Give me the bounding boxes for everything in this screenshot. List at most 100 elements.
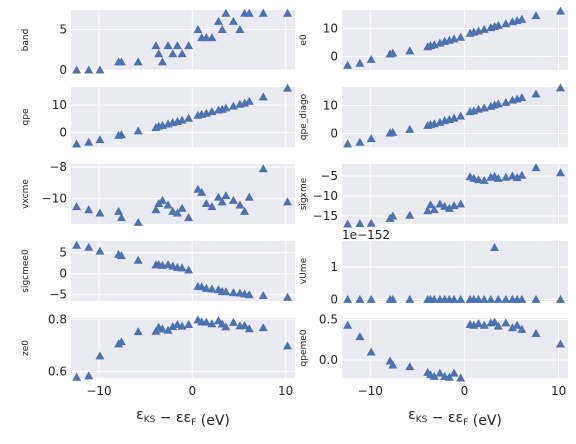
- data-point: [244, 290, 254, 299]
- data-point: [555, 168, 565, 177]
- plot-area: [71, 164, 295, 224]
- data-point: [157, 57, 167, 66]
- y-tick-label: 10: [52, 98, 67, 112]
- data-point: [240, 321, 250, 330]
- data-point: [366, 294, 376, 303]
- panel-qpeme0: 0.0 0.5 qpeme0 −10 0 10 εKS − εεF (eV): [299, 313, 568, 429]
- data-point: [95, 65, 105, 74]
- data-point: [456, 294, 466, 303]
- data-point: [440, 201, 450, 210]
- y-axis-label: sigcmee0: [21, 249, 31, 293]
- y-tick-label: 5: [59, 22, 67, 36]
- data-point: [479, 175, 489, 184]
- data-point: [343, 139, 353, 148]
- data-point: [168, 322, 178, 331]
- data-point: [449, 201, 459, 210]
- data-point: [501, 97, 511, 106]
- data-point: [517, 93, 527, 102]
- data-point: [493, 99, 503, 108]
- y-axis-label: vUme: [299, 257, 309, 284]
- x-tick-label: −10: [358, 384, 383, 398]
- data-point: [84, 65, 94, 74]
- x-tick-label: 10: [551, 384, 566, 398]
- data-point: [435, 368, 445, 377]
- data-point: [366, 218, 376, 227]
- data-point: [429, 371, 439, 380]
- data-point: [95, 246, 105, 255]
- data-point: [501, 172, 511, 181]
- data-point: [217, 197, 227, 206]
- data-point: [283, 8, 293, 17]
- data-point: [531, 89, 541, 98]
- y-axis-label: qpeme0: [299, 329, 309, 366]
- y-tick-label: 5: [59, 246, 67, 260]
- data-point: [221, 191, 231, 200]
- data-point: [555, 6, 565, 15]
- data-point: [197, 187, 207, 196]
- data-point: [531, 294, 541, 303]
- data-point: [517, 294, 527, 303]
- panel-sigcmee0: −5 0 5 sigcmee0: [21, 240, 295, 302]
- data-point: [555, 339, 565, 348]
- data-point: [512, 173, 522, 182]
- data-point: [493, 294, 503, 303]
- data-point: [133, 327, 143, 336]
- data-point: [429, 294, 439, 303]
- data-point: [258, 8, 268, 17]
- y-tick-label: 0: [330, 127, 338, 141]
- panel-vUme: 0 1 vUme 1e−152: [299, 228, 568, 306]
- panel-vxcme: −10 −8 vxcme: [21, 160, 295, 226]
- data-point: [343, 294, 353, 303]
- data-point: [72, 240, 82, 249]
- y-axis-label: ze0: [21, 340, 31, 356]
- plot-area: [342, 241, 568, 301]
- data-point: [405, 294, 415, 303]
- x-tick-label: 0: [189, 384, 197, 398]
- data-point: [184, 320, 194, 329]
- data-point: [151, 326, 161, 335]
- x-tick-label: 0: [461, 384, 469, 398]
- data-point: [456, 373, 466, 382]
- data-point: [479, 103, 489, 112]
- data-point: [405, 362, 415, 371]
- data-point: [163, 41, 173, 50]
- data-point: [388, 127, 398, 136]
- data-point: [116, 130, 126, 139]
- data-point: [388, 294, 398, 303]
- y-axis-label: vxcme: [21, 179, 31, 209]
- data-point: [283, 341, 293, 350]
- data-point: [201, 283, 211, 292]
- data-point: [366, 134, 376, 143]
- y-tick-label: 0: [330, 50, 338, 64]
- data-point: [479, 294, 489, 303]
- data-point: [490, 317, 500, 326]
- y-tick-label: −15: [313, 209, 338, 223]
- data-point: [405, 124, 415, 133]
- data-point: [213, 192, 223, 201]
- data-point: [456, 111, 466, 120]
- data-point: [426, 200, 436, 209]
- data-point: [423, 206, 433, 215]
- data-point: [228, 16, 238, 25]
- data-point: [456, 32, 466, 41]
- data-point: [512, 320, 522, 329]
- data-point: [258, 323, 268, 332]
- data-point: [283, 292, 293, 301]
- data-point: [517, 14, 527, 23]
- data-point: [72, 139, 82, 148]
- data-point: [283, 83, 293, 92]
- data-point: [449, 34, 459, 43]
- data-point: [177, 49, 187, 58]
- y-tick-label: 0: [59, 267, 67, 281]
- data-point: [133, 217, 143, 226]
- y-tick-label: 10: [323, 99, 338, 113]
- data-point: [490, 242, 500, 251]
- data-point: [283, 197, 293, 206]
- data-point: [479, 24, 489, 33]
- data-point: [388, 360, 398, 369]
- data-point: [177, 263, 187, 272]
- data-point: [163, 325, 173, 334]
- data-point: [221, 287, 231, 296]
- data-point: [201, 317, 211, 326]
- data-point: [168, 49, 178, 58]
